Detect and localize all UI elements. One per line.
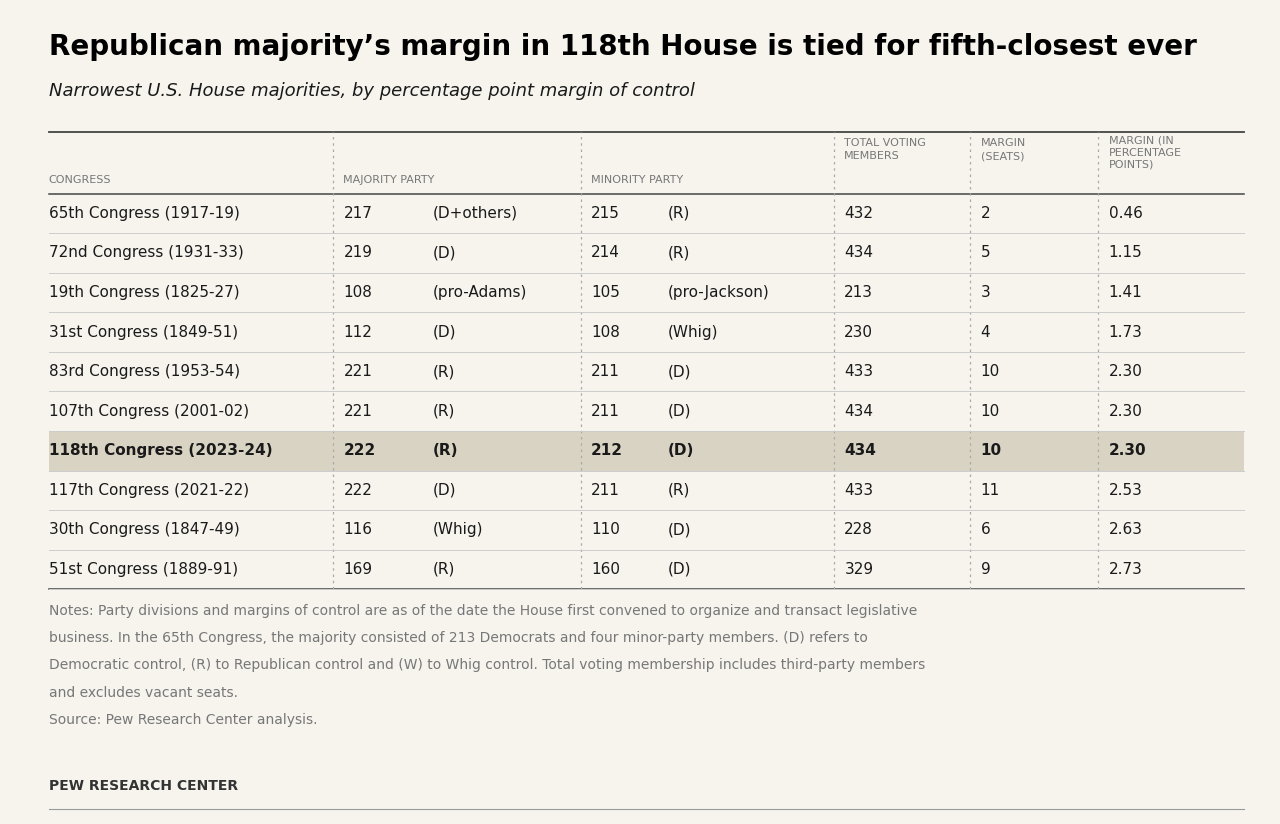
Text: (D): (D) — [433, 325, 456, 339]
Text: 169: 169 — [343, 562, 372, 577]
Text: 11: 11 — [980, 483, 1000, 498]
Text: 116: 116 — [343, 522, 372, 537]
Text: 228: 228 — [845, 522, 873, 537]
Text: 434: 434 — [845, 404, 873, 419]
Text: 105: 105 — [591, 285, 620, 300]
Text: 217: 217 — [343, 206, 372, 221]
Text: (pro-Adams): (pro-Adams) — [433, 285, 527, 300]
Text: 107th Congress (2001-02): 107th Congress (2001-02) — [49, 404, 248, 419]
Text: 2.30: 2.30 — [1108, 364, 1143, 379]
Text: 433: 433 — [845, 483, 873, 498]
Text: 83rd Congress (1953-54): 83rd Congress (1953-54) — [49, 364, 239, 379]
Text: 117th Congress (2021-22): 117th Congress (2021-22) — [49, 483, 248, 498]
Text: 214: 214 — [591, 246, 620, 260]
Text: 1.41: 1.41 — [1108, 285, 1142, 300]
Text: (D): (D) — [668, 562, 691, 577]
Text: 434: 434 — [845, 246, 873, 260]
Text: 2.63: 2.63 — [1108, 522, 1143, 537]
Text: (Whig): (Whig) — [433, 522, 483, 537]
Text: Source: Pew Research Center analysis.: Source: Pew Research Center analysis. — [49, 713, 317, 727]
Text: 65th Congress (1917-19): 65th Congress (1917-19) — [49, 206, 239, 221]
Text: Narrowest U.S. House majorities, by percentage point margin of control: Narrowest U.S. House majorities, by perc… — [49, 82, 695, 101]
Text: (R): (R) — [668, 246, 690, 260]
Text: (D): (D) — [668, 443, 695, 458]
Text: 30th Congress (1847-49): 30th Congress (1847-49) — [49, 522, 239, 537]
Text: 211: 211 — [591, 404, 620, 419]
Text: MAJORITY PARTY: MAJORITY PARTY — [343, 176, 435, 185]
Text: and excludes vacant seats.: and excludes vacant seats. — [49, 686, 238, 700]
Text: 4: 4 — [980, 325, 991, 339]
Text: 221: 221 — [343, 364, 372, 379]
Text: (D): (D) — [433, 483, 456, 498]
Text: 222: 222 — [343, 483, 372, 498]
Text: Republican majority’s margin in 118th House is tied for fifth-closest ever: Republican majority’s margin in 118th Ho… — [49, 33, 1197, 61]
Text: 212: 212 — [591, 443, 623, 458]
Text: MARGIN
(SEATS): MARGIN (SEATS) — [980, 138, 1025, 162]
Text: 51st Congress (1889-91): 51st Congress (1889-91) — [49, 562, 238, 577]
Text: 2.30: 2.30 — [1108, 404, 1143, 419]
Text: 72nd Congress (1931-33): 72nd Congress (1931-33) — [49, 246, 243, 260]
Text: 213: 213 — [845, 285, 873, 300]
Text: 1.73: 1.73 — [1108, 325, 1143, 339]
Text: business. In the 65th Congress, the majority consisted of 213 Democrats and four: business. In the 65th Congress, the majo… — [49, 631, 868, 645]
Text: 110: 110 — [591, 522, 620, 537]
Text: 19th Congress (1825-27): 19th Congress (1825-27) — [49, 285, 239, 300]
Text: 2: 2 — [980, 206, 991, 221]
Text: 230: 230 — [845, 325, 873, 339]
Text: 434: 434 — [845, 443, 877, 458]
Text: 2.30: 2.30 — [1108, 443, 1146, 458]
Text: 1.15: 1.15 — [1108, 246, 1142, 260]
Text: 9: 9 — [980, 562, 991, 577]
Text: MINORITY PARTY: MINORITY PARTY — [591, 176, 684, 185]
Text: 6: 6 — [980, 522, 991, 537]
Text: (D+others): (D+others) — [433, 206, 518, 221]
Text: (R): (R) — [433, 562, 454, 577]
Text: 211: 211 — [591, 483, 620, 498]
Text: 432: 432 — [845, 206, 873, 221]
Text: 118th Congress (2023-24): 118th Congress (2023-24) — [49, 443, 273, 458]
Text: MARGIN (IN
PERCENTAGE
POINTS): MARGIN (IN PERCENTAGE POINTS) — [1108, 135, 1181, 170]
Text: (Whig): (Whig) — [668, 325, 718, 339]
Text: Democratic control, (R) to Republican control and (W) to Whig control. Total vot: Democratic control, (R) to Republican co… — [49, 658, 925, 672]
Text: 10: 10 — [980, 443, 1002, 458]
Text: 211: 211 — [591, 364, 620, 379]
Text: 0.46: 0.46 — [1108, 206, 1143, 221]
Text: (R): (R) — [433, 443, 458, 458]
Text: 160: 160 — [591, 562, 620, 577]
Text: 329: 329 — [845, 562, 873, 577]
Text: 10: 10 — [980, 364, 1000, 379]
Text: 222: 222 — [343, 443, 375, 458]
Text: TOTAL VOTING
MEMBERS: TOTAL VOTING MEMBERS — [845, 138, 927, 162]
Text: 108: 108 — [343, 285, 372, 300]
Text: 215: 215 — [591, 206, 620, 221]
Text: 221: 221 — [343, 404, 372, 419]
Text: (D): (D) — [668, 364, 691, 379]
Text: 10: 10 — [980, 404, 1000, 419]
Text: 433: 433 — [845, 364, 873, 379]
Text: 31st Congress (1849-51): 31st Congress (1849-51) — [49, 325, 238, 339]
Text: (pro-Jackson): (pro-Jackson) — [668, 285, 771, 300]
Text: (R): (R) — [433, 364, 454, 379]
Text: (R): (R) — [668, 483, 690, 498]
Text: (R): (R) — [668, 206, 690, 221]
Text: Notes: Party divisions and margins of control are as of the date the House first: Notes: Party divisions and margins of co… — [49, 604, 916, 618]
Text: 3: 3 — [980, 285, 991, 300]
Text: CONGRESS: CONGRESS — [49, 176, 111, 185]
Text: 2.53: 2.53 — [1108, 483, 1143, 498]
Text: PEW RESEARCH CENTER: PEW RESEARCH CENTER — [49, 779, 238, 793]
Text: 5: 5 — [980, 246, 991, 260]
Text: (D): (D) — [668, 404, 691, 419]
Text: 112: 112 — [343, 325, 372, 339]
Text: (D): (D) — [433, 246, 456, 260]
Text: 2.73: 2.73 — [1108, 562, 1143, 577]
Text: (R): (R) — [433, 404, 454, 419]
Text: 108: 108 — [591, 325, 620, 339]
Text: (D): (D) — [668, 522, 691, 537]
Text: 219: 219 — [343, 246, 372, 260]
